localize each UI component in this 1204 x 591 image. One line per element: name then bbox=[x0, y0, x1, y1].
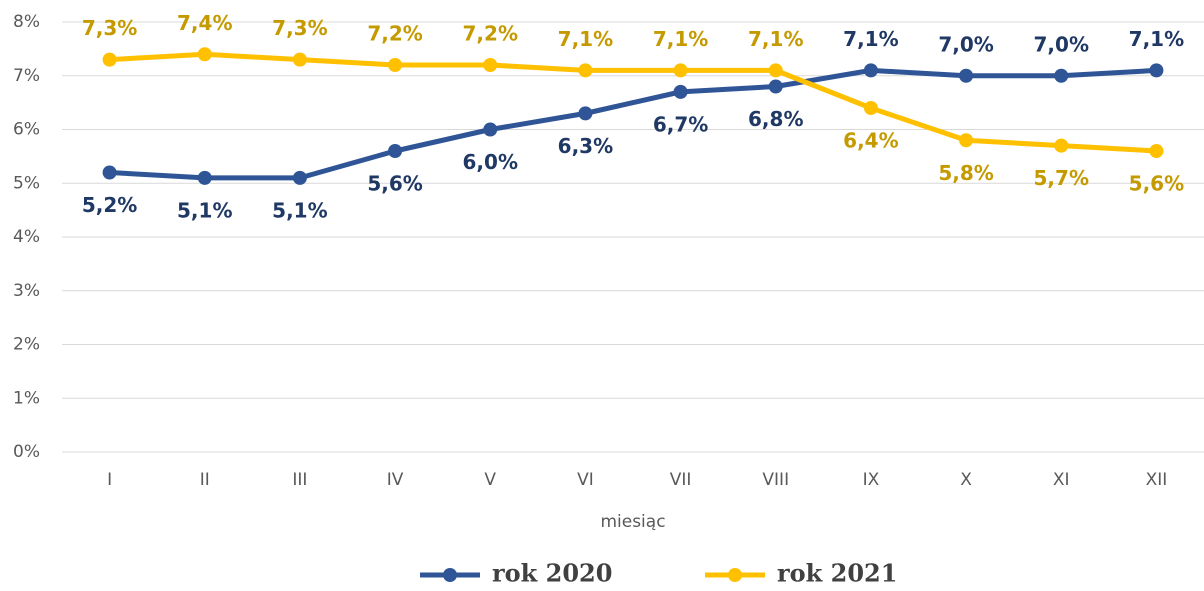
data-point bbox=[483, 58, 498, 72]
data-point bbox=[197, 47, 212, 62]
x-tick-label: IX bbox=[863, 470, 880, 490]
data-point bbox=[578, 63, 593, 78]
y-tick-label: 7% bbox=[13, 66, 40, 86]
data-label: 5,7% bbox=[1034, 166, 1089, 190]
data-point bbox=[102, 165, 117, 180]
data-label: 6,0% bbox=[463, 150, 518, 174]
data-label: 7,3% bbox=[82, 16, 137, 40]
data-label: 7,1% bbox=[653, 27, 708, 51]
data-label: 6,8% bbox=[748, 107, 803, 131]
data-label: 6,3% bbox=[558, 134, 613, 158]
x-tick-label: X bbox=[960, 470, 972, 490]
data-point bbox=[863, 101, 878, 115]
data-point bbox=[197, 170, 212, 185]
data-label: 7,4% bbox=[177, 11, 232, 35]
data-point bbox=[768, 79, 783, 94]
x-tick-label: XII bbox=[1146, 470, 1168, 490]
data-label: 7,1% bbox=[1129, 27, 1184, 51]
legend-marker bbox=[728, 568, 742, 582]
legend-label: rok 2020 bbox=[492, 559, 612, 588]
x-tick-label: I bbox=[107, 470, 112, 490]
data-label: 7,1% bbox=[748, 27, 803, 51]
y-tick-label: 6% bbox=[13, 120, 40, 140]
data-point bbox=[863, 63, 878, 78]
data-label: 7,2% bbox=[463, 22, 518, 46]
data-point bbox=[768, 63, 783, 78]
data-label: 7,1% bbox=[558, 27, 613, 51]
series-line bbox=[109, 51, 1157, 154]
data-point bbox=[483, 122, 498, 137]
series-line bbox=[109, 67, 1157, 181]
data-label: 5,8% bbox=[938, 161, 993, 185]
data-point bbox=[388, 144, 403, 158]
data-point bbox=[578, 106, 593, 121]
x-tick-label: III bbox=[292, 470, 307, 490]
data-label: 5,2% bbox=[82, 193, 137, 217]
y-tick-label: 5% bbox=[13, 173, 40, 193]
legend-label: rok 2021 bbox=[777, 559, 897, 588]
y-tick-label: 1% bbox=[13, 388, 40, 408]
data-label: 5,1% bbox=[272, 198, 327, 222]
data-label: 6,7% bbox=[653, 112, 708, 136]
data-label: 6,4% bbox=[843, 129, 898, 153]
data-point bbox=[388, 58, 403, 72]
y-tick-label: 2% bbox=[13, 335, 40, 355]
x-tick-label: II bbox=[200, 470, 210, 490]
data-point bbox=[102, 52, 117, 67]
x-tick-label: V bbox=[484, 470, 496, 490]
x-tick-label: VIII bbox=[762, 470, 789, 490]
data-label: 5,1% bbox=[177, 198, 232, 222]
y-tick-label: 0% bbox=[13, 442, 40, 462]
data-label: 7,2% bbox=[367, 22, 422, 46]
data-point bbox=[292, 170, 307, 185]
legend-marker bbox=[443, 568, 457, 582]
data-point bbox=[959, 133, 974, 148]
x-tick-label: VII bbox=[670, 470, 692, 490]
data-label: 7,0% bbox=[938, 32, 993, 56]
data-label: 7,1% bbox=[843, 27, 898, 51]
data-point bbox=[959, 68, 974, 83]
x-tick-label: XI bbox=[1053, 470, 1070, 490]
x-tick-label: IV bbox=[387, 470, 404, 490]
data-label: 7,3% bbox=[272, 16, 327, 40]
data-point bbox=[1149, 144, 1164, 158]
data-point bbox=[673, 63, 688, 78]
y-tick-label: 8% bbox=[13, 12, 40, 32]
data-point bbox=[673, 84, 688, 99]
data-point bbox=[1054, 138, 1069, 153]
data-label: 7,0% bbox=[1034, 32, 1089, 56]
data-point bbox=[1054, 68, 1069, 83]
y-tick-label: 4% bbox=[13, 227, 40, 247]
x-axis-label: miesiąc bbox=[600, 512, 665, 532]
data-label: 5,6% bbox=[1129, 172, 1184, 196]
y-tick-label: 3% bbox=[13, 281, 40, 301]
data-label: 5,6% bbox=[367, 172, 422, 196]
x-tick-label: VI bbox=[577, 470, 594, 490]
data-point bbox=[1149, 63, 1164, 78]
data-point bbox=[292, 52, 307, 67]
